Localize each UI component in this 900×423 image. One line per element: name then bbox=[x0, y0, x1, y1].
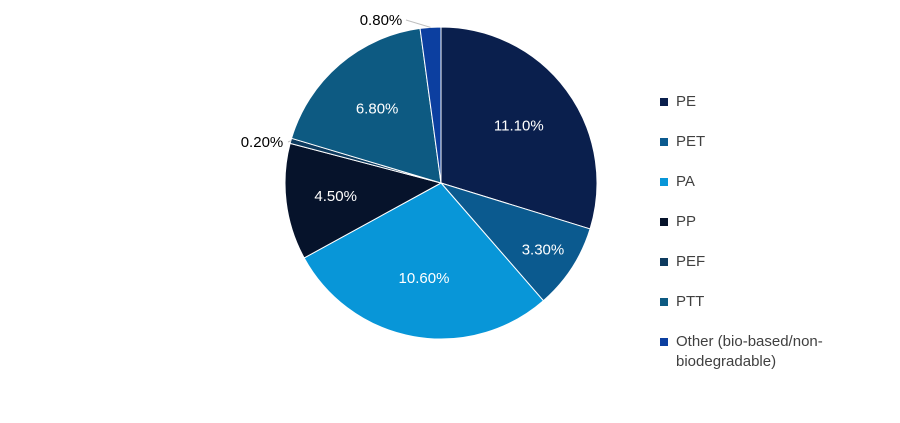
legend-label: PA bbox=[676, 173, 695, 190]
slice-label: 11.10% bbox=[494, 118, 544, 135]
slice-label: 0.80% bbox=[360, 12, 403, 29]
legend-item: PET bbox=[660, 132, 880, 172]
legend-swatch bbox=[660, 98, 668, 106]
pie-slice-pet bbox=[439, 182, 591, 302]
legend-swatch bbox=[660, 218, 668, 226]
legend-swatch bbox=[660, 178, 668, 186]
legend-swatch bbox=[660, 338, 668, 346]
legend-item: PEF bbox=[660, 252, 880, 292]
legend-item: PA bbox=[660, 172, 880, 212]
legend-swatch bbox=[660, 138, 668, 146]
leader-line bbox=[287, 140, 292, 143]
pie-slice-pa bbox=[303, 182, 545, 340]
slice-label: 0.20% bbox=[241, 134, 284, 151]
leader-lines bbox=[287, 19, 431, 143]
legend-item: PP bbox=[660, 212, 880, 252]
slice-label: 10.60% bbox=[399, 270, 450, 287]
legend: PE PET PA PP PEF PTT Other (bio-based/non-biod… bbox=[660, 92, 880, 372]
legend-label: PE bbox=[676, 93, 697, 110]
pie-slices bbox=[284, 26, 598, 340]
legend-label: PP bbox=[676, 213, 697, 230]
slice-label: 4.50% bbox=[314, 188, 357, 205]
slice-label: 6.80% bbox=[356, 100, 399, 117]
pie-slice-other-bio-based-non-biodegradable bbox=[419, 26, 442, 184]
legend-label: PET bbox=[676, 133, 706, 150]
leader-line bbox=[405, 19, 431, 28]
legend-item: PE bbox=[660, 92, 880, 132]
pie-slice-ptt bbox=[290, 27, 442, 184]
pie-slice-pp bbox=[284, 142, 443, 259]
legend-label: Other (bio-based/non-biodegradable) bbox=[676, 333, 823, 370]
pie-slice-pe bbox=[440, 26, 598, 230]
legend-item: Other (bio-based/non-biodegradable) bbox=[660, 332, 880, 372]
legend-item: PTT bbox=[660, 292, 880, 332]
legend-swatch bbox=[660, 258, 668, 266]
slice-labels: 11.10% 3.30% 10.60% 4.50% 0.20% 6.80% 0.80% bbox=[241, 12, 565, 287]
slice-label: 3.30% bbox=[522, 241, 565, 258]
legend-label: PTT bbox=[676, 293, 705, 310]
legend-swatch bbox=[660, 298, 668, 306]
legend-label: PEF bbox=[676, 253, 706, 270]
